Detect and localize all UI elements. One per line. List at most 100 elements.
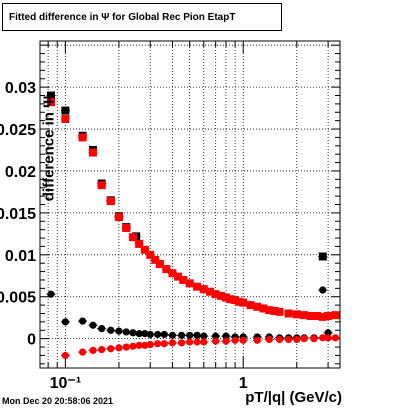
data-point-circle (231, 336, 239, 344)
datestamp: Mon Dec 20 20:58:06 2021 (2, 396, 114, 406)
data-point-square (239, 298, 248, 307)
data-point-square (300, 311, 309, 320)
data-point-circle (253, 336, 261, 344)
data-point-square (61, 114, 70, 123)
data-point-circle (200, 332, 208, 340)
data-point-square (199, 285, 208, 294)
data-point-circle (168, 339, 177, 347)
data-point-square (331, 311, 340, 320)
y-tick-label: 0.015 (0, 206, 36, 223)
data-point-square (46, 98, 55, 107)
x-tick-label: 10⁻¹ (50, 375, 82, 392)
data-point-square (205, 287, 214, 296)
data-point-square (89, 148, 98, 157)
data-point-square (162, 265, 171, 274)
data-point-square (135, 239, 144, 248)
data-point-circle (79, 317, 87, 325)
data-point-circle (168, 331, 177, 339)
data-point-circle (177, 339, 186, 347)
data-point-circle (107, 326, 115, 334)
data-point-square (185, 279, 194, 288)
data-point-square (292, 310, 301, 319)
data-point-circle (107, 345, 115, 353)
data-point-square (231, 296, 240, 305)
data-point-square (246, 301, 255, 310)
y-axis-label: difference in Ψ (40, 95, 58, 202)
data-point-circle (47, 290, 55, 298)
title-box: Fitted difference in Ψ for Global Rec Pi… (2, 3, 282, 31)
data-point-circle (319, 334, 327, 342)
data-point-square (313, 312, 322, 321)
data-point-circle (141, 341, 149, 349)
y-tick-label: 0.01 (5, 248, 36, 265)
data-point-square (128, 233, 137, 242)
data-point-square (211, 290, 220, 299)
data-point-square (114, 213, 123, 222)
data-point-circle (300, 335, 308, 343)
data-point-circle (129, 329, 137, 337)
data-point-square (174, 272, 183, 281)
data-point-square (259, 304, 268, 313)
data-point-square (270, 306, 279, 315)
data-point-square (284, 309, 293, 318)
y-tick-label: 0.03 (5, 80, 36, 97)
data-point-circle (115, 327, 123, 335)
data-point-circle (193, 338, 201, 346)
data-point-square (140, 245, 149, 254)
data-point-circle (89, 321, 97, 329)
y-tick-label: 0 (27, 332, 36, 349)
data-point-circle (222, 337, 230, 345)
data-point-square (217, 291, 226, 300)
data-point-circle (186, 331, 194, 339)
data-point-circle (98, 345, 106, 354)
data-point-square (61, 106, 70, 115)
data-point-circle (293, 335, 301, 344)
data-point-circle (275, 335, 284, 344)
data-point-circle (146, 330, 154, 339)
data-point-circle (115, 344, 123, 352)
y-tick-label: 0.005 (0, 290, 36, 307)
data-point-square (46, 91, 55, 100)
x-tick-label: 1 (239, 375, 248, 392)
data-point-circle (98, 324, 106, 333)
x-axis-label: pT/|q| (GeV/c) (245, 389, 342, 406)
data-point-square (179, 275, 188, 284)
data-point-square (151, 255, 160, 264)
marks-layer (46, 91, 340, 360)
data-point-circle (61, 318, 69, 326)
data-point-circle (212, 332, 220, 340)
data-point-circle (331, 334, 340, 342)
chart-title: Fitted difference in Ψ for Global Rec Pi… (9, 12, 236, 23)
data-point-circle (310, 335, 318, 343)
data-point-square (168, 269, 177, 278)
data-point-circle (61, 351, 69, 360)
data-point-square (253, 302, 262, 311)
data-point-circle (135, 341, 143, 349)
data-point-circle (135, 330, 143, 338)
data-point-circle (186, 338, 194, 346)
data-point-square (106, 197, 115, 206)
data-point-square (318, 312, 327, 321)
data-point-circle (319, 286, 327, 294)
data-point-circle (324, 334, 332, 342)
data-point-square (155, 260, 164, 269)
data-point-circle (153, 340, 162, 348)
data-point-square (193, 282, 202, 291)
tick-label-layer: 0 0.005 0.01 0.015 0.02 0.025 0.03 10⁻¹ 1 (0, 80, 248, 392)
data-point-square (306, 312, 315, 321)
data-point-circle (153, 330, 162, 339)
data-point-square (146, 250, 155, 259)
data-point-circle (79, 348, 87, 356)
y-tick-label: 0.02 (5, 164, 36, 181)
data-point-circle (239, 336, 247, 344)
data-point-circle (141, 330, 149, 338)
data-point-circle (122, 343, 130, 351)
data-point-square (78, 133, 87, 142)
data-point-circle (122, 328, 130, 336)
data-point-square (122, 223, 131, 232)
data-point-circle (193, 331, 201, 339)
y-tick-label: 0.025 (0, 122, 36, 139)
data-point-circle (160, 330, 168, 339)
